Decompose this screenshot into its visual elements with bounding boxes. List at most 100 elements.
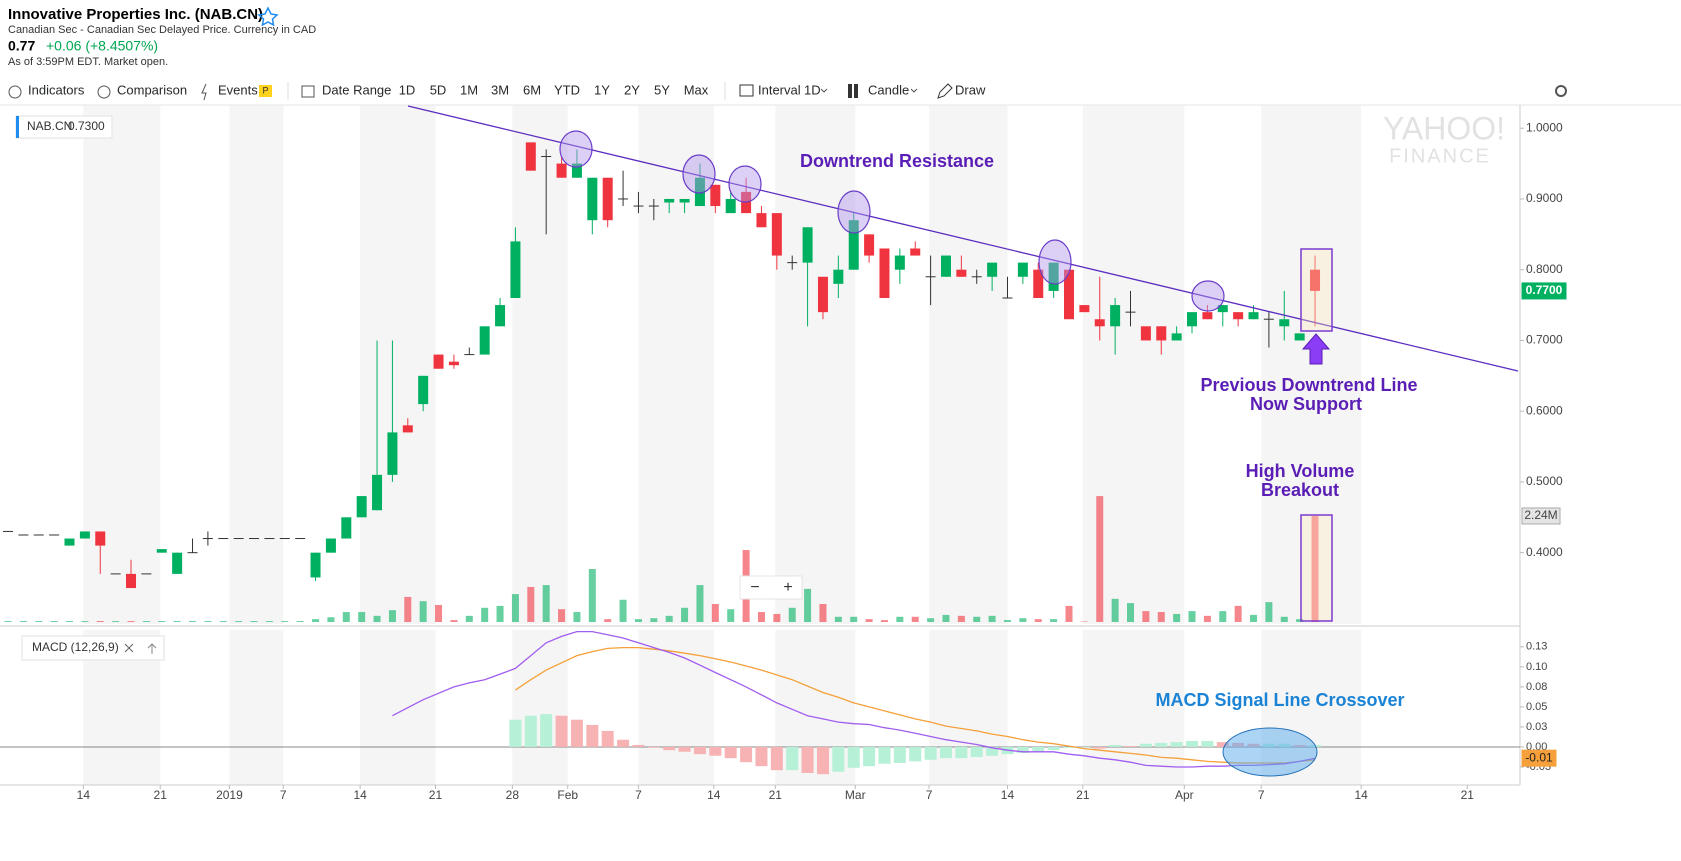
candle-body [725, 198, 736, 214]
candle-body [833, 269, 844, 284]
candle-body [925, 276, 936, 278]
volume-bar [19, 621, 27, 622]
candle-body [172, 552, 183, 574]
badge [259, 85, 272, 97]
histogram-bar [678, 746, 691, 752]
histogram-bar [663, 746, 676, 751]
draw-button[interactable]: Draw [955, 82, 986, 97]
candle-body [279, 538, 290, 540]
candle-body [95, 531, 106, 546]
chart: 14 21 2019 7 14 21 28 Feb 7 14 21 Mar 7 14 21 Apr 7 14 21 1… [0, 104, 1681, 802]
range-button[interactable]: YTD [554, 82, 580, 97]
candle-body [79, 531, 90, 539]
week-band [512, 105, 568, 624]
candle-body [1294, 333, 1305, 341]
candle-body [587, 177, 598, 221]
y-tick-label: 0.6000 [1526, 403, 1563, 417]
candle-body [387, 432, 398, 475]
volume-bar [619, 599, 627, 622]
candle-body [1156, 326, 1167, 341]
range-button[interactable]: 1D [399, 82, 416, 97]
volume-bar [50, 621, 58, 622]
candle-body [694, 177, 705, 207]
legend-value: 0.7300 [68, 119, 105, 133]
volume-bar [573, 612, 581, 622]
volume-bar [219, 621, 227, 622]
candle-body [18, 534, 29, 536]
icon [820, 88, 828, 93]
histogram-bar [909, 746, 922, 762]
candle-body [187, 552, 198, 554]
volume-bar [911, 616, 919, 622]
volume-bar [1003, 620, 1011, 622]
candle-body [679, 198, 690, 203]
volume-bar [189, 621, 197, 622]
candle-body [448, 361, 459, 366]
histogram-bar [816, 746, 829, 775]
interval-value[interactable]: 1D [804, 82, 821, 97]
candle-body [202, 538, 213, 540]
range-button[interactable]: 1Y [594, 82, 610, 97]
histogram-bar [724, 746, 737, 759]
zoom-in[interactable]: + [783, 579, 792, 596]
x-tick-label: 14 [77, 788, 91, 802]
macd-legend: MACD (12,26,9) [32, 640, 119, 654]
annotation: Previous Downtrend Line [1200, 375, 1417, 395]
star-icon[interactable] [257, 6, 279, 27]
candle-body [464, 354, 475, 356]
range-button[interactable]: 5D [430, 82, 447, 97]
candle-body [141, 573, 152, 575]
volume-bar [957, 615, 965, 622]
trend-line [407, 105, 1519, 372]
volume-bar [450, 620, 458, 622]
candle-body [571, 163, 582, 178]
up-icon[interactable] [147, 643, 157, 654]
histogram-bar [847, 746, 860, 768]
interval-label[interactable]: Interval [758, 82, 801, 97]
change: +0.06 (+8.4507%) [46, 38, 158, 54]
volume-bar [204, 621, 212, 622]
events-button[interactable]: Events [218, 82, 258, 97]
value-tag [1521, 749, 1557, 767]
volume-bar [1034, 619, 1042, 622]
volume-bar [988, 615, 996, 622]
range-button[interactable]: 3M [491, 82, 509, 97]
indicators-button[interactable]: Indicators [28, 82, 85, 97]
volume-bar [542, 585, 550, 622]
zoom-out[interactable]: − [750, 579, 759, 596]
x-tick-label: 14 [707, 788, 721, 802]
histogram-bar [863, 746, 876, 767]
candle-body [940, 255, 951, 277]
y-tick-label: 0.13 [1526, 641, 1547, 653]
candle-body [602, 177, 613, 221]
macd-line [392, 630, 1316, 768]
comparison-button[interactable]: Comparison [117, 82, 187, 97]
chart-style[interactable]: Candle [868, 82, 909, 97]
date-range-button[interactable]: Date Range [322, 82, 391, 97]
candle-body [295, 538, 306, 540]
range-button[interactable]: 1M [460, 82, 478, 97]
range-button[interactable]: 2Y [624, 82, 640, 97]
volume-bar [1280, 616, 1288, 622]
volume-bar [757, 612, 765, 622]
volume-bar [1234, 605, 1242, 622]
signal-line [515, 646, 1316, 764]
range-button[interactable]: 5Y [654, 82, 670, 97]
range-button[interactable]: 6M [523, 82, 541, 97]
histogram-bar [755, 746, 768, 767]
y-tick-label: 1.0000 [1526, 120, 1563, 134]
y-tick-label: 0.9000 [1526, 191, 1563, 205]
close-icon[interactable] [124, 643, 134, 653]
volume-bar [358, 612, 366, 622]
y-tick-label: 0.4000 [1526, 545, 1563, 559]
histogram-bar [893, 746, 906, 763]
candle-body [1279, 319, 1290, 327]
volume-bar [481, 607, 489, 622]
volume-bar [634, 619, 642, 622]
week-band [929, 105, 1008, 624]
range-button[interactable]: Max [684, 82, 709, 97]
candle-body [310, 552, 321, 578]
settings-icon[interactable] [1555, 85, 1567, 97]
candle-body [756, 213, 767, 228]
volume-bar [66, 621, 74, 622]
